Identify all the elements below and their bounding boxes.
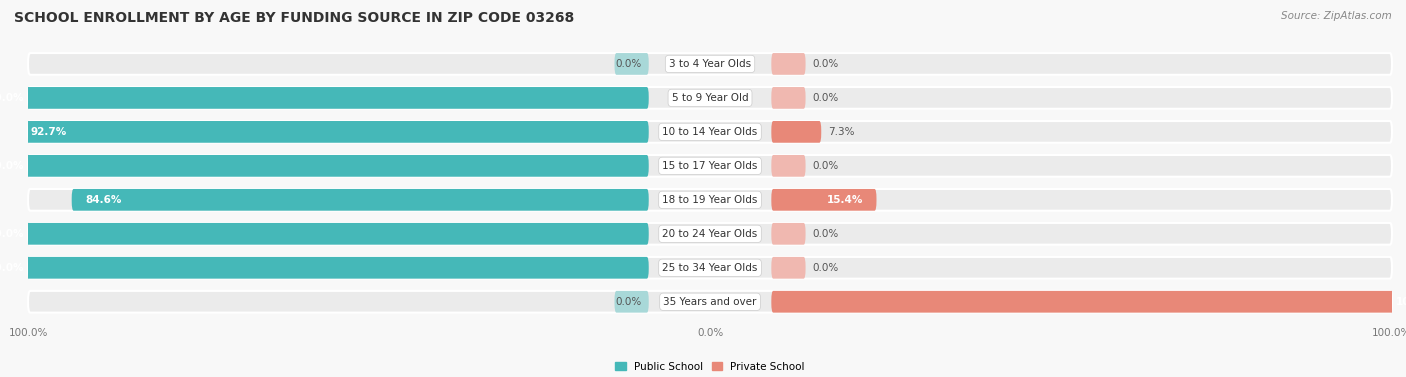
Text: 84.6%: 84.6% — [86, 195, 122, 205]
FancyBboxPatch shape — [614, 53, 648, 75]
Text: 18 to 19 Year Olds: 18 to 19 Year Olds — [662, 195, 758, 205]
FancyBboxPatch shape — [0, 223, 648, 245]
FancyBboxPatch shape — [0, 257, 648, 279]
Text: 0.0%: 0.0% — [813, 59, 838, 69]
Text: Source: ZipAtlas.com: Source: ZipAtlas.com — [1281, 11, 1392, 21]
Text: 0.0%: 0.0% — [616, 297, 643, 307]
Text: 25 to 34 Year Olds: 25 to 34 Year Olds — [662, 263, 758, 273]
Text: 92.7%: 92.7% — [30, 127, 66, 137]
FancyBboxPatch shape — [0, 155, 648, 177]
Text: 0.0%: 0.0% — [813, 263, 838, 273]
FancyBboxPatch shape — [772, 223, 806, 245]
FancyBboxPatch shape — [614, 291, 648, 313]
FancyBboxPatch shape — [17, 121, 648, 143]
FancyBboxPatch shape — [772, 155, 806, 177]
Text: 15 to 17 Year Olds: 15 to 17 Year Olds — [662, 161, 758, 171]
Text: 5 to 9 Year Old: 5 to 9 Year Old — [672, 93, 748, 103]
FancyBboxPatch shape — [72, 189, 648, 211]
FancyBboxPatch shape — [772, 53, 806, 75]
FancyBboxPatch shape — [772, 87, 806, 109]
Text: 0.0%: 0.0% — [813, 161, 838, 171]
FancyBboxPatch shape — [28, 155, 1392, 177]
Text: 100.0%: 100.0% — [0, 93, 24, 103]
Legend: Public School, Private School: Public School, Private School — [612, 357, 808, 376]
Text: 0.0%: 0.0% — [813, 93, 838, 103]
FancyBboxPatch shape — [772, 189, 876, 211]
Text: 100.0%: 100.0% — [0, 161, 24, 171]
FancyBboxPatch shape — [28, 121, 1392, 143]
Text: 10 to 14 Year Olds: 10 to 14 Year Olds — [662, 127, 758, 137]
Text: 7.3%: 7.3% — [828, 127, 855, 137]
FancyBboxPatch shape — [772, 291, 1406, 313]
Text: 0.0%: 0.0% — [813, 229, 838, 239]
FancyBboxPatch shape — [28, 53, 1392, 75]
FancyBboxPatch shape — [0, 87, 648, 109]
FancyBboxPatch shape — [28, 87, 1392, 109]
Text: 15.4%: 15.4% — [827, 195, 863, 205]
FancyBboxPatch shape — [772, 257, 806, 279]
Text: 35 Years and over: 35 Years and over — [664, 297, 756, 307]
Text: 3 to 4 Year Olds: 3 to 4 Year Olds — [669, 59, 751, 69]
FancyBboxPatch shape — [28, 291, 1392, 313]
Text: 100.0%: 100.0% — [0, 263, 24, 273]
Text: SCHOOL ENROLLMENT BY AGE BY FUNDING SOURCE IN ZIP CODE 03268: SCHOOL ENROLLMENT BY AGE BY FUNDING SOUR… — [14, 11, 574, 25]
Text: 100.0%: 100.0% — [0, 229, 24, 239]
FancyBboxPatch shape — [772, 121, 821, 143]
Text: 20 to 24 Year Olds: 20 to 24 Year Olds — [662, 229, 758, 239]
FancyBboxPatch shape — [28, 257, 1392, 279]
FancyBboxPatch shape — [28, 223, 1392, 245]
FancyBboxPatch shape — [28, 189, 1392, 211]
Text: 100.0%: 100.0% — [1396, 297, 1406, 307]
Text: 0.0%: 0.0% — [616, 59, 643, 69]
